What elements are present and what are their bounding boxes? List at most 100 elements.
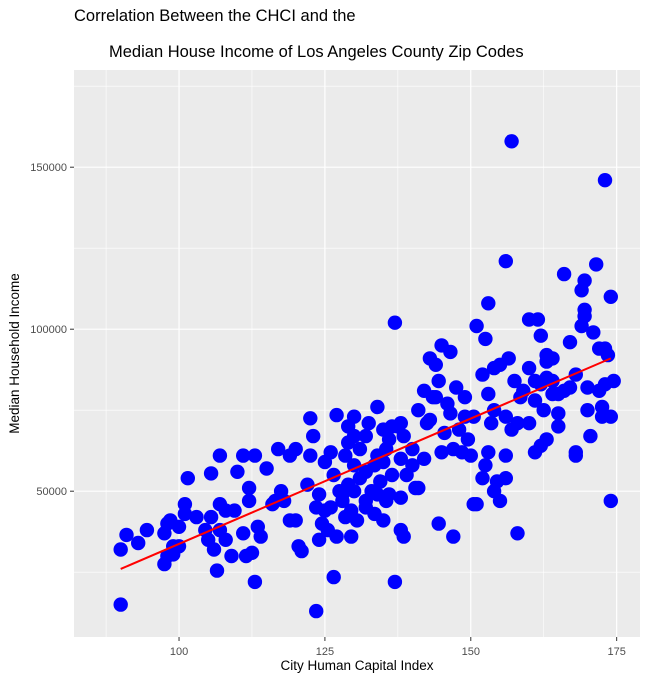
data-point: [469, 318, 484, 334]
x-tick-label: 150: [462, 646, 480, 658]
data-point: [568, 445, 583, 460]
data-point: [521, 416, 537, 431]
data-point: [443, 344, 458, 360]
y-tick-label: 100000: [30, 324, 67, 336]
data-point: [449, 380, 464, 395]
data-point: [236, 448, 251, 463]
data-point: [527, 393, 543, 408]
data-point: [492, 493, 508, 509]
data-point: [189, 509, 204, 525]
data-point: [177, 497, 193, 512]
data-point: [329, 529, 344, 544]
data-point: [475, 471, 490, 486]
data-point: [373, 474, 388, 489]
data-point: [411, 403, 426, 418]
data-point: [387, 315, 403, 330]
data-point: [326, 569, 341, 585]
data-point: [393, 490, 408, 505]
data-point: [600, 347, 616, 363]
data-point: [171, 519, 187, 534]
data-point: [428, 390, 443, 405]
data-point: [434, 445, 449, 460]
data-point: [597, 173, 613, 188]
data-point: [309, 603, 324, 619]
x-axis-label: City Human Capital Index: [280, 658, 433, 673]
y-tick-label: 50000: [36, 486, 67, 498]
data-point: [323, 500, 338, 515]
data-point: [346, 458, 362, 473]
data-point: [498, 448, 513, 463]
data-point: [469, 497, 484, 512]
data-points: [113, 134, 621, 619]
data-point: [247, 448, 263, 463]
data-point: [271, 441, 286, 457]
data-point: [311, 532, 327, 547]
data-point: [300, 477, 315, 492]
data-point: [501, 351, 516, 366]
data-point: [586, 325, 601, 340]
data-point: [606, 373, 621, 389]
data-point: [580, 380, 595, 395]
data-point: [521, 360, 537, 376]
data-point: [180, 471, 195, 486]
data-point: [209, 563, 225, 578]
data-point: [344, 529, 359, 544]
x-tick-label: 100: [170, 646, 188, 658]
data-point: [463, 448, 478, 463]
data-point: [498, 409, 513, 424]
data-point: [224, 548, 239, 564]
y-axis-label: Median Household Income: [7, 273, 22, 434]
data-point: [244, 545, 260, 560]
data-point: [396, 529, 411, 544]
data-point: [352, 441, 368, 457]
data-point: [338, 448, 353, 463]
data-point: [259, 461, 274, 476]
data-point: [446, 529, 461, 544]
data-point: [580, 403, 595, 418]
data-point: [218, 532, 233, 547]
data-point: [536, 403, 551, 418]
data-point: [594, 409, 610, 424]
data-point: [119, 527, 134, 543]
data-point: [589, 257, 604, 272]
data-point: [139, 522, 155, 538]
data-point: [381, 432, 397, 447]
data-point: [241, 493, 257, 509]
data-point: [346, 409, 362, 424]
data-point: [227, 503, 242, 518]
data-point: [288, 441, 303, 457]
data-point: [323, 445, 338, 460]
data-point: [583, 428, 598, 444]
data-point: [530, 312, 546, 327]
chart-title-line-2: Median House Income of Los Angeles Count…: [109, 43, 524, 61]
data-point: [370, 399, 385, 415]
data-point: [294, 543, 309, 559]
data-point: [346, 428, 362, 444]
y-axis-ticks: 50000 100000 150000: [30, 162, 74, 498]
data-point: [431, 373, 446, 389]
data-point: [253, 529, 268, 544]
data-point: [481, 445, 496, 460]
data-point: [545, 351, 560, 366]
data-point: [346, 484, 362, 499]
data-point: [603, 493, 618, 509]
data-point: [428, 357, 443, 372]
trend-line: [120, 357, 612, 570]
data-point: [460, 432, 476, 447]
data-point: [484, 416, 499, 431]
data-point: [203, 509, 219, 525]
data-point: [510, 416, 525, 431]
data-point: [329, 407, 344, 423]
data-point: [288, 513, 303, 528]
data-point: [478, 331, 493, 347]
x-tick-label: 175: [607, 646, 625, 658]
data-point: [562, 335, 578, 350]
data-point: [113, 542, 128, 557]
x-tick-label: 125: [316, 646, 334, 658]
data-point: [241, 480, 257, 496]
data-point: [203, 466, 219, 481]
data-point: [556, 266, 572, 282]
y-tick-label: 150000: [30, 162, 67, 174]
data-point: [358, 428, 373, 444]
data-point: [349, 513, 365, 528]
